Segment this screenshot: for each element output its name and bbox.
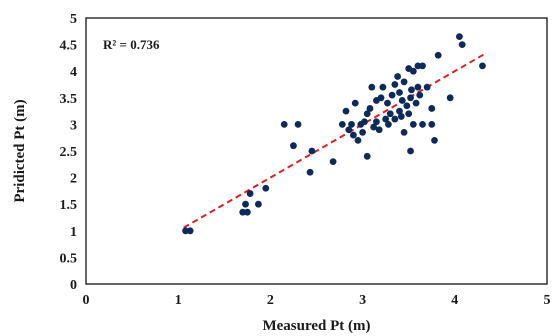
data-point	[423, 83, 431, 91]
data-point	[409, 121, 417, 128]
y-tick-label: 3.5	[60, 92, 78, 107]
data-point	[400, 78, 408, 86]
data-point	[366, 105, 374, 112]
data-point	[386, 110, 394, 118]
data-point	[396, 89, 403, 96]
x-axis-title: Measured Pt (m)	[262, 318, 370, 334]
y-tick-label: 0.5	[60, 251, 78, 266]
x-tick-label: 4	[451, 293, 458, 308]
data-point	[294, 121, 302, 128]
y-tick-label: 1	[70, 225, 77, 240]
data-point	[370, 123, 378, 131]
x-tick-label: 3	[359, 293, 366, 308]
data-points	[182, 33, 486, 235]
data-point	[280, 121, 288, 128]
x-tick-label: 5	[544, 293, 551, 308]
data-point	[349, 131, 357, 139]
data-point	[363, 152, 371, 160]
data-point	[290, 142, 297, 150]
trendline	[183, 53, 485, 229]
y-tick-label: 5	[70, 12, 77, 27]
data-point	[414, 83, 422, 91]
data-point	[416, 91, 424, 99]
data-point	[431, 136, 438, 144]
data-point	[368, 83, 376, 91]
data-point	[409, 67, 417, 75]
data-point	[394, 73, 402, 80]
data-point	[246, 190, 254, 197]
data-point	[329, 158, 337, 166]
y-tick-label: 0	[70, 278, 77, 293]
data-point	[382, 115, 390, 123]
data-point	[419, 121, 426, 128]
data-point	[412, 99, 420, 107]
data-point	[345, 126, 353, 134]
data-point	[375, 126, 383, 134]
data-point	[458, 41, 466, 48]
data-point	[456, 33, 463, 41]
data-point	[385, 121, 392, 128]
data-point	[373, 118, 380, 126]
y-axis-ticks: 0 0.5 1 1.5 2 2.5 3 3.5 4 4.5 5	[60, 12, 78, 293]
data-point	[379, 83, 387, 91]
data-point	[405, 110, 413, 118]
r-squared-annotation: R² = 0.736	[103, 37, 160, 52]
data-point	[308, 147, 316, 155]
data-point	[398, 97, 406, 104]
data-point	[428, 105, 436, 112]
data-point	[377, 94, 385, 102]
data-point	[407, 94, 414, 102]
data-point	[391, 81, 399, 88]
y-tick-label: 1.5	[60, 198, 78, 213]
data-point	[348, 121, 355, 128]
data-point	[434, 51, 442, 59]
data-point	[342, 107, 350, 115]
data-point	[479, 62, 486, 70]
data-point	[351, 99, 359, 107]
data-point	[242, 200, 249, 208]
x-axis-ticks: 0 1 2 3 4 5	[83, 293, 551, 308]
data-point	[262, 184, 270, 192]
data-point	[354, 136, 362, 144]
data-point	[384, 99, 391, 107]
data-point	[419, 62, 426, 70]
data-point	[255, 200, 262, 208]
data-point	[186, 227, 194, 235]
data-point	[391, 115, 399, 123]
data-point	[400, 128, 408, 136]
data-point	[243, 208, 251, 216]
data-point	[363, 110, 371, 118]
data-point	[388, 91, 396, 99]
y-tick-label: 3	[70, 118, 77, 133]
data-point	[338, 121, 346, 128]
data-point	[359, 128, 366, 136]
y-axis-title: Pridicted Pt (m)	[12, 99, 28, 202]
x-tick-label: 2	[267, 293, 274, 308]
data-point	[407, 147, 414, 155]
x-tick-label: 1	[175, 293, 182, 308]
data-point	[446, 94, 454, 102]
data-point	[396, 107, 403, 115]
data-point	[408, 86, 415, 94]
y-tick-label: 2.5	[60, 145, 78, 160]
data-point	[361, 118, 368, 126]
data-point	[428, 121, 436, 128]
y-tick-label: 4.5	[60, 39, 78, 54]
y-tick-label: 2	[70, 172, 77, 187]
y-tick-label: 4	[70, 65, 77, 80]
data-point	[397, 113, 405, 120]
data-point	[306, 168, 314, 176]
data-point	[403, 102, 411, 110]
x-tick-label: 0	[83, 293, 90, 308]
